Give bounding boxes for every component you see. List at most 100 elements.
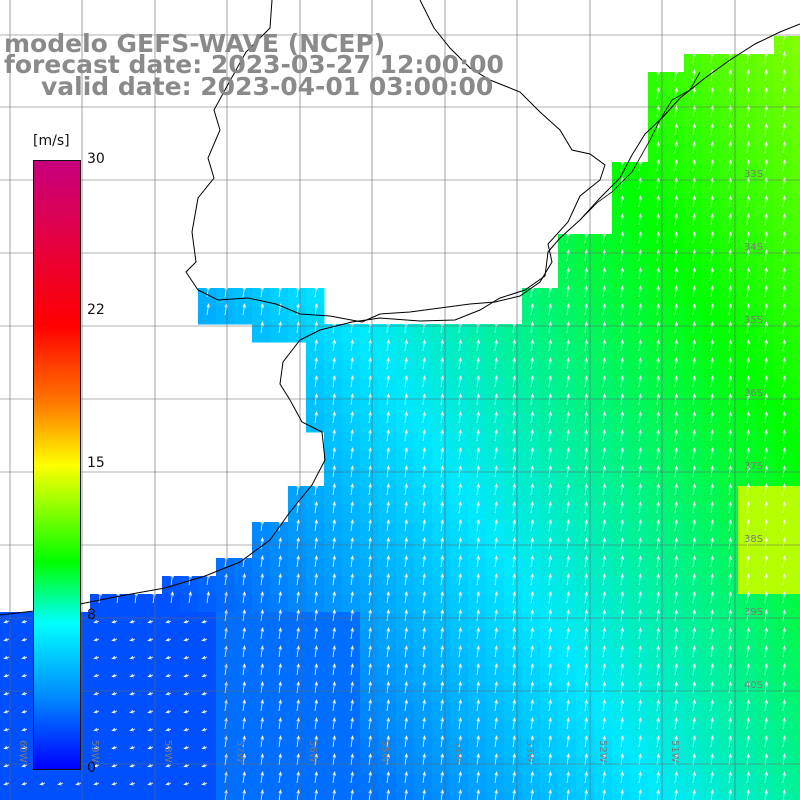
wind-cell: [558, 504, 577, 523]
wind-arrow: [314, 717, 318, 730]
wind-cell: [630, 576, 649, 595]
wind-cell: [198, 756, 217, 775]
wind-arrow: [584, 429, 588, 442]
wind-cell: [378, 684, 397, 703]
wind-cell: [468, 432, 487, 451]
wind-arrow: [728, 789, 732, 800]
wind-arrow: [530, 501, 534, 514]
wind-cell: [612, 702, 631, 721]
wind-arrow: [458, 321, 462, 334]
wind-cell: [684, 792, 703, 800]
wind-cell: [648, 432, 667, 451]
wind-arrow: [260, 789, 264, 800]
wind-arrow: [404, 555, 408, 568]
wind-cell: [576, 468, 595, 487]
wind-arrow: [260, 321, 264, 334]
wind-arrow: [746, 483, 750, 496]
wind-cell: [414, 720, 433, 739]
wind-arrow: [458, 609, 462, 622]
wind-arrow: [602, 627, 606, 640]
wind-arrow: [584, 573, 588, 586]
wind-cell: [720, 558, 739, 577]
wind-cell: [504, 792, 523, 800]
wind-cell: [702, 162, 721, 181]
wind-arrow: [368, 519, 372, 532]
wind-arrow: [710, 105, 714, 118]
wind-cell: [576, 630, 595, 649]
wind-arrow: [129, 727, 136, 732]
wind-cell: [684, 90, 703, 109]
wind-arrow: [638, 411, 642, 424]
wind-arrow: [422, 789, 426, 800]
wind-cell: [504, 648, 523, 667]
wind-arrow: [782, 537, 786, 550]
wind-arrow: [458, 735, 462, 748]
wind-arrow: [602, 537, 606, 550]
wind-arrow: [548, 393, 552, 406]
wind-cell: [342, 522, 361, 541]
wind-arrow: [21, 655, 28, 660]
wind-arrow: [458, 447, 462, 460]
wind-cell: [90, 756, 109, 775]
wind-arrow: [764, 573, 768, 586]
wind-cell: [720, 162, 739, 181]
wind-cell: [306, 612, 325, 631]
wind-arrow: [494, 501, 498, 514]
wind-arrow: [764, 735, 768, 748]
wind-arrow: [548, 375, 552, 388]
wind-arrow: [494, 699, 498, 712]
wind-arrow: [692, 213, 696, 226]
wind-arrow: [494, 753, 498, 766]
wind-cell: [144, 630, 163, 649]
wind-cell: [630, 342, 649, 361]
wind-cell: [432, 522, 451, 541]
wind-arrow: [782, 375, 786, 388]
wind-arrow: [368, 375, 372, 388]
wind-cell: [576, 324, 595, 343]
wind-cell: [396, 540, 415, 559]
wind-arrow: [458, 753, 462, 766]
wind-cell: [630, 648, 649, 667]
wind-cell: [648, 306, 667, 325]
wind-arrow: [710, 141, 714, 154]
wind-cell: [720, 738, 739, 757]
wind-arrow: [602, 447, 606, 460]
wind-arrow: [584, 609, 588, 622]
wind-arrow: [674, 753, 678, 766]
wind-arrow: [530, 735, 534, 748]
wind-cell: [702, 522, 721, 541]
wind-cell: [522, 288, 541, 307]
wind-arrow: [584, 231, 588, 244]
wind-cell: [108, 684, 127, 703]
wind-cell: [468, 522, 487, 541]
wind-cell: [90, 666, 109, 685]
colorbar-tick-30: 30: [87, 151, 105, 167]
wind-arrow: [746, 753, 750, 766]
wind-cell: [0, 684, 19, 703]
wind-arrow: [440, 753, 444, 766]
wind-arrow: [512, 555, 516, 568]
wind-cell: [612, 450, 631, 469]
wind-arrow: [674, 267, 678, 280]
wind-arrow: [296, 627, 300, 640]
wind-arrow: [782, 411, 786, 424]
wind-cell: [594, 414, 613, 433]
wind-cell: [756, 522, 775, 541]
wind-cell: [648, 252, 667, 271]
wind-arrow: [746, 699, 750, 712]
wind-cell: [792, 630, 800, 649]
wind-arrow: [674, 717, 678, 730]
wind-arrow: [674, 231, 678, 244]
wind-arrow: [602, 591, 606, 604]
wind-cell: [792, 360, 800, 379]
wind-arrow: [440, 537, 444, 550]
wind-cell: [252, 576, 271, 595]
wind-cell: [486, 360, 505, 379]
wind-arrow: [440, 717, 444, 730]
wind-arrow: [638, 663, 642, 676]
wind-arrow: [782, 339, 786, 352]
wind-cell: [486, 666, 505, 685]
wind-arrow: [93, 691, 100, 696]
wind-cell: [594, 432, 613, 451]
wind-cell: [468, 486, 487, 505]
